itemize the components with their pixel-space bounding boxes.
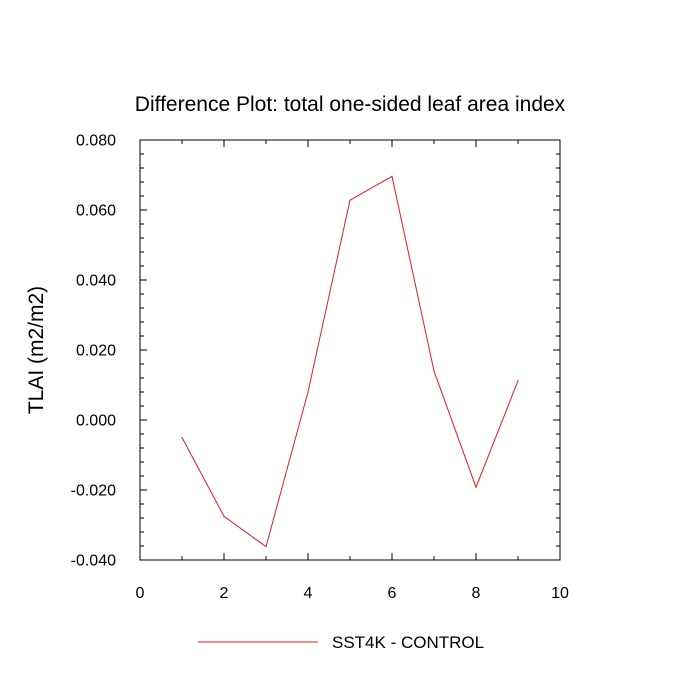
y-tick-label: 0.020 <box>76 343 116 360</box>
y-tick-label: -0.040 <box>71 553 116 570</box>
x-tick-label: 6 <box>388 585 397 602</box>
data-point <box>391 175 393 177</box>
axis-ticks: 0 2 4 6 8 10 -0.040 -0.020 0.000 0.020 0.040 0.060 0… <box>71 133 569 603</box>
x-tick-label: 2 <box>220 585 229 602</box>
data-point <box>475 486 477 488</box>
legend: SST4K - CONTROL <box>198 633 484 652</box>
y-tick-label: -0.020 <box>71 483 116 500</box>
x-tick-label: 4 <box>304 585 313 602</box>
x-tick-label: 0 <box>136 585 145 602</box>
data-point <box>517 380 519 382</box>
y-tick-label: 0.080 <box>76 133 116 150</box>
chart-title: Difference Plot: total one-sided leaf ar… <box>135 93 566 116</box>
y-tick-label: 0.060 <box>76 203 116 220</box>
y-tick-label: 0.000 <box>76 413 116 430</box>
y-axis-label: TLAI (m2/m2) <box>25 286 48 414</box>
data-point <box>349 199 351 201</box>
data-series <box>181 175 519 548</box>
x-tick-label: 8 <box>472 585 481 602</box>
data-point <box>265 546 267 548</box>
x-tick-label: 10 <box>551 585 569 602</box>
y-tick-label: 0.040 <box>76 273 116 290</box>
legend-label: SST4K - CONTROL <box>332 633 484 652</box>
data-point <box>307 391 309 393</box>
data-point <box>223 515 225 517</box>
data-point <box>433 370 435 372</box>
data-point <box>181 436 183 439</box>
